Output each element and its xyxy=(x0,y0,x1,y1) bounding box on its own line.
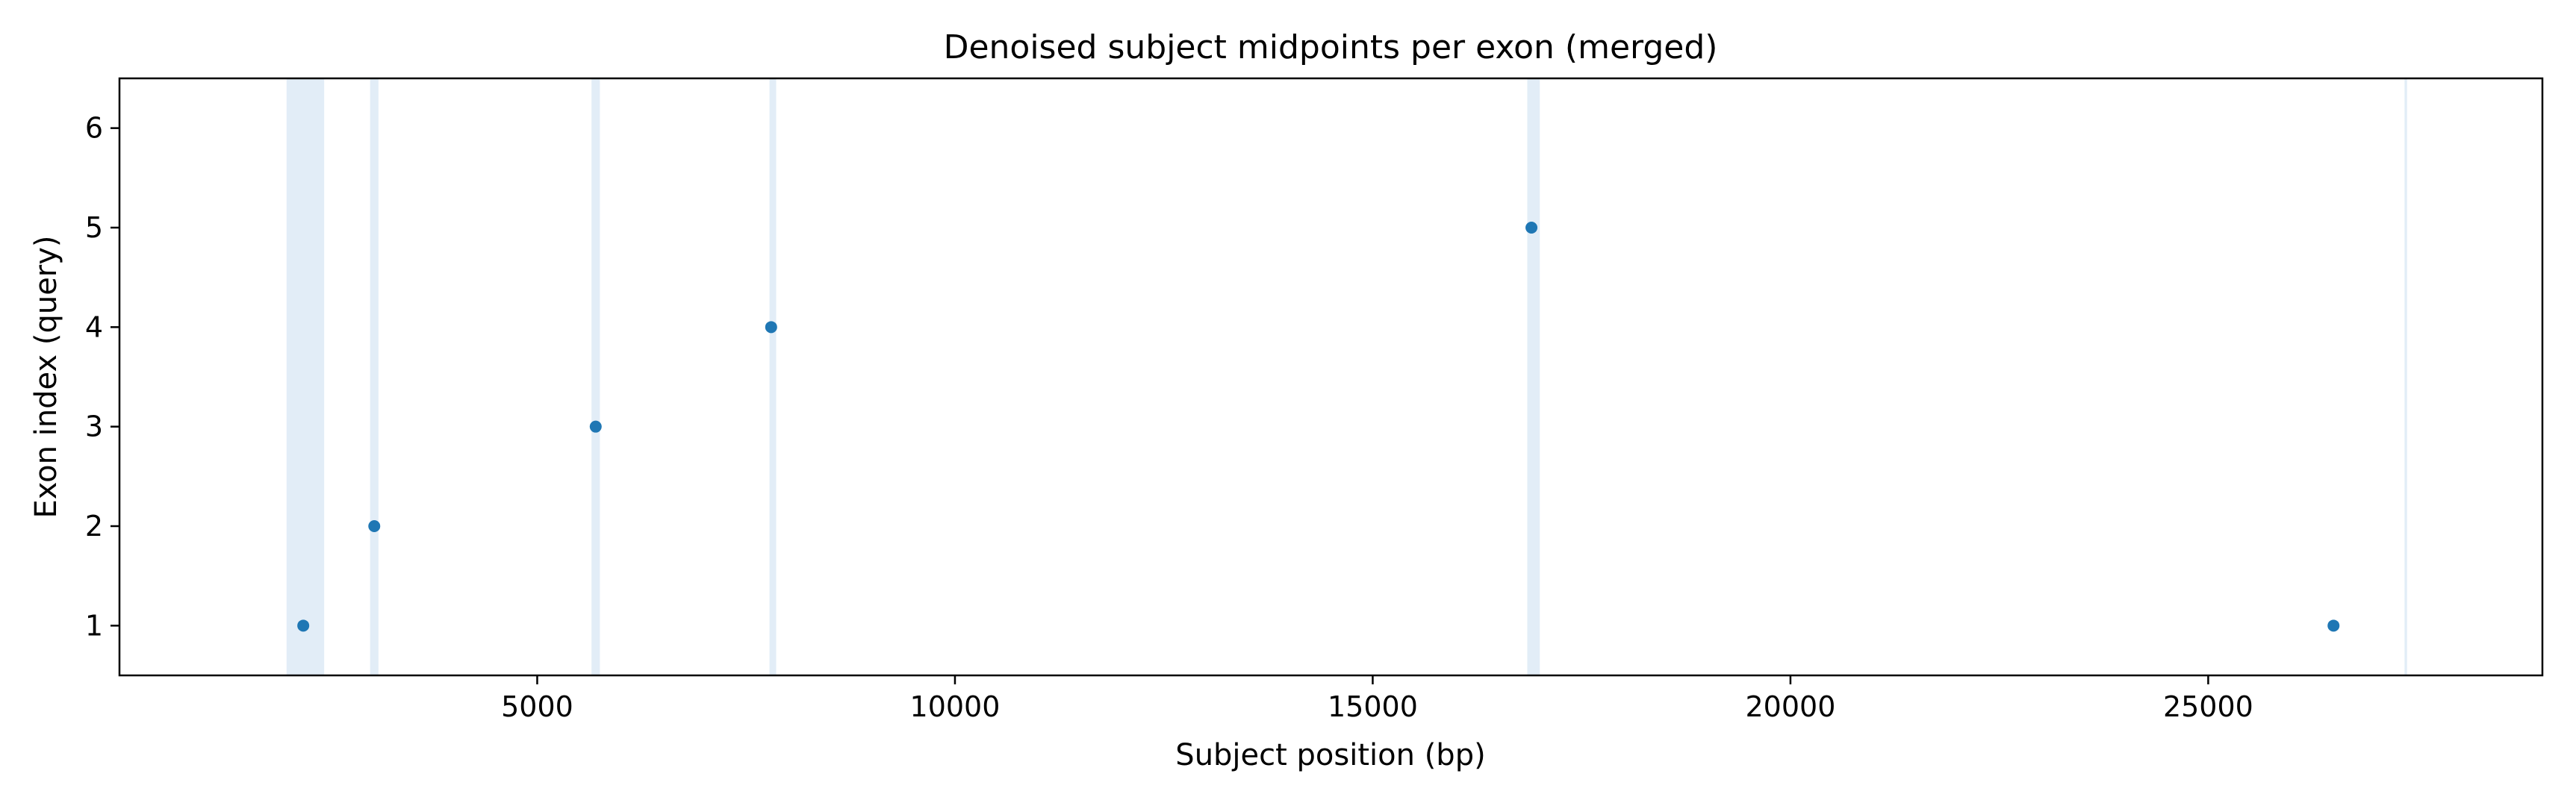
y-tick-label-5: 5 xyxy=(85,211,103,244)
y-axis-ticks: 1 2 3 4 5 6 xyxy=(85,112,119,642)
data-points xyxy=(297,222,2340,632)
data-point-1 xyxy=(297,619,310,632)
x-axis-ticks: 5000 10000 15000 20000 25000 xyxy=(501,675,2253,723)
shaded-region-4 xyxy=(769,78,777,675)
chart-title: Denoised subject midpoints per exon (mer… xyxy=(944,28,1718,66)
shaded-regions xyxy=(286,78,2407,675)
y-tick-label-6: 6 xyxy=(85,112,103,145)
x-axis-label: Subject position (bp) xyxy=(1175,738,1485,772)
y-axis-label: Exon index (query) xyxy=(29,235,63,518)
shaded-region-5 xyxy=(1527,78,1540,675)
shaded-region-6 xyxy=(2404,78,2407,675)
data-point-5 xyxy=(1525,222,1538,234)
shaded-region-2 xyxy=(370,78,379,675)
y-tick-label-3: 3 xyxy=(85,410,103,443)
x-tick-label-10000: 10000 xyxy=(910,690,1001,723)
x-tick-label-15000: 15000 xyxy=(1328,690,1418,723)
y-tick-label-4: 4 xyxy=(85,310,103,343)
data-point-2 xyxy=(368,520,381,532)
shaded-region-3 xyxy=(591,78,600,675)
y-tick-label-1: 1 xyxy=(85,609,103,642)
data-point-6 xyxy=(2327,619,2340,632)
y-tick-label-2: 2 xyxy=(85,510,103,543)
x-tick-label-20000: 20000 xyxy=(1745,690,1835,723)
data-point-3 xyxy=(589,420,602,433)
plot-area-frame xyxy=(118,77,2544,677)
shaded-region-1 xyxy=(286,78,325,675)
data-point-4 xyxy=(765,321,777,334)
x-tick-label-5000: 5000 xyxy=(501,690,573,723)
x-tick-label-25000: 25000 xyxy=(2163,690,2253,723)
